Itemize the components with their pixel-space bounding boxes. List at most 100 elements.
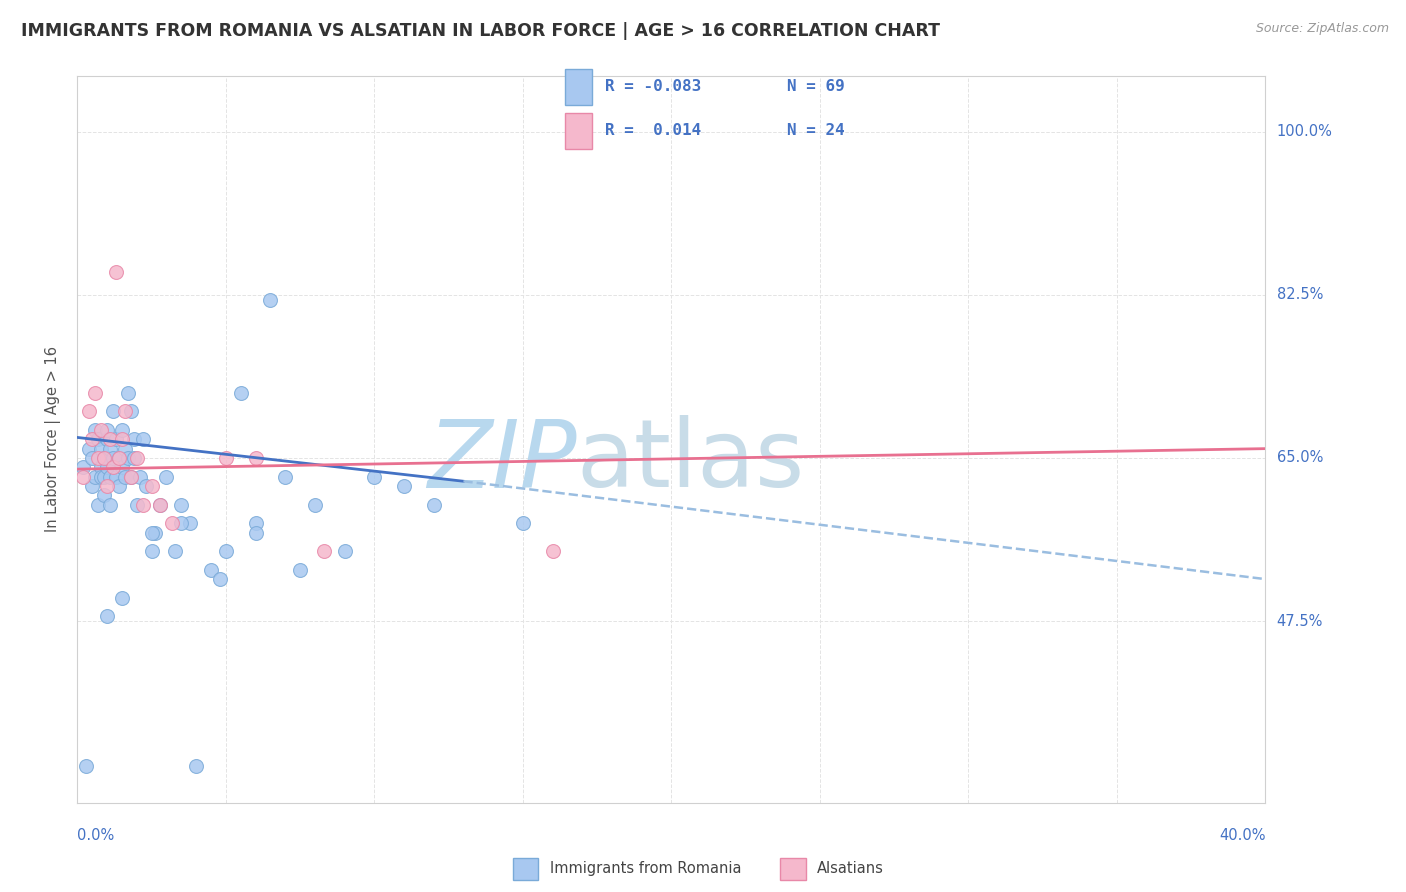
- Point: [111, 423, 134, 437]
- Text: Immigrants from Romania: Immigrants from Romania: [550, 862, 741, 876]
- Point: [96, 460, 118, 475]
- Text: atlas: atlas: [576, 415, 804, 508]
- Point: [422, 498, 444, 512]
- Point: [96, 450, 118, 465]
- Point: [141, 525, 163, 540]
- Point: [288, 563, 311, 577]
- Point: [75, 758, 97, 772]
- Point: [72, 469, 94, 483]
- Point: [179, 516, 201, 531]
- Point: [98, 442, 121, 456]
- Point: [208, 572, 231, 586]
- Point: [229, 385, 252, 400]
- Point: [72, 460, 94, 475]
- Point: [87, 498, 110, 512]
- Point: [128, 469, 150, 483]
- Bar: [565, 113, 592, 149]
- Text: 40.0%: 40.0%: [1219, 828, 1265, 843]
- Point: [141, 544, 163, 558]
- Point: [114, 442, 136, 456]
- Point: [101, 460, 124, 475]
- Point: [96, 609, 118, 624]
- Point: [90, 469, 112, 483]
- Point: [82, 433, 104, 447]
- Text: 65.0%: 65.0%: [1277, 450, 1323, 466]
- Point: [512, 516, 534, 531]
- Point: [131, 433, 153, 447]
- Point: [82, 450, 104, 465]
- Point: [96, 479, 118, 493]
- Point: [96, 423, 118, 437]
- Text: N = 24: N = 24: [787, 123, 845, 138]
- Point: [170, 498, 193, 512]
- Point: [93, 450, 115, 465]
- Point: [84, 385, 107, 400]
- Point: [125, 498, 148, 512]
- Text: 82.5%: 82.5%: [1277, 287, 1323, 302]
- Point: [111, 591, 134, 605]
- Point: [304, 498, 326, 512]
- Bar: [565, 69, 592, 104]
- Point: [93, 450, 115, 465]
- Point: [170, 516, 193, 531]
- Point: [117, 385, 139, 400]
- Text: Alsatians: Alsatians: [817, 862, 884, 876]
- Point: [84, 469, 107, 483]
- Text: R =  0.014: R = 0.014: [605, 123, 702, 138]
- Point: [215, 544, 238, 558]
- Point: [87, 433, 110, 447]
- Point: [120, 469, 142, 483]
- Point: [104, 264, 127, 278]
- Point: [90, 442, 112, 456]
- Point: [111, 433, 134, 447]
- Point: [333, 544, 356, 558]
- Point: [114, 469, 136, 483]
- Point: [93, 488, 115, 502]
- Point: [363, 469, 385, 483]
- Point: [215, 450, 238, 465]
- Point: [162, 516, 184, 531]
- Point: [120, 469, 142, 483]
- Point: [122, 450, 145, 465]
- Point: [104, 433, 127, 447]
- Point: [90, 423, 112, 437]
- Point: [82, 479, 104, 493]
- Point: [155, 469, 177, 483]
- Point: [122, 433, 145, 447]
- Point: [274, 469, 297, 483]
- Point: [149, 498, 172, 512]
- Point: [245, 450, 267, 465]
- Point: [114, 404, 136, 418]
- Text: 100.0%: 100.0%: [1277, 124, 1333, 139]
- Point: [111, 460, 134, 475]
- Y-axis label: In Labor Force | Age > 16: In Labor Force | Age > 16: [45, 346, 62, 533]
- Point: [87, 450, 110, 465]
- Text: ZIP: ZIP: [426, 416, 576, 507]
- Point: [90, 460, 112, 475]
- Point: [101, 404, 124, 418]
- Point: [98, 433, 121, 447]
- Text: IMMIGRANTS FROM ROMANIA VS ALSATIAN IN LABOR FORCE | AGE > 16 CORRELATION CHART: IMMIGRANTS FROM ROMANIA VS ALSATIAN IN L…: [21, 22, 941, 40]
- Point: [96, 433, 118, 447]
- Point: [98, 498, 121, 512]
- Point: [259, 293, 281, 307]
- Point: [149, 498, 172, 512]
- Point: [120, 404, 142, 418]
- Text: R = -0.083: R = -0.083: [605, 79, 702, 95]
- Point: [131, 498, 153, 512]
- Point: [77, 404, 100, 418]
- Point: [108, 450, 131, 465]
- Point: [117, 450, 139, 465]
- Point: [186, 758, 208, 772]
- Point: [108, 450, 131, 465]
- Point: [143, 525, 166, 540]
- Point: [165, 544, 187, 558]
- Text: 0.0%: 0.0%: [77, 828, 114, 843]
- Point: [104, 469, 127, 483]
- Point: [245, 516, 267, 531]
- Point: [312, 544, 335, 558]
- Point: [101, 450, 124, 465]
- Point: [98, 469, 121, 483]
- Point: [541, 544, 564, 558]
- Point: [392, 479, 415, 493]
